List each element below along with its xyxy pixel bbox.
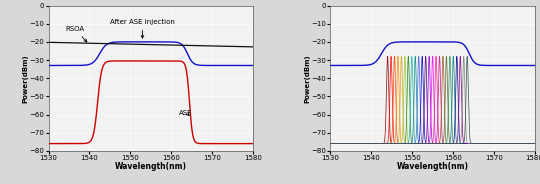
Text: RSOA: RSOA xyxy=(65,26,87,42)
Text: After ASE injection: After ASE injection xyxy=(110,19,175,38)
X-axis label: Wavelength(nm): Wavelength(nm) xyxy=(114,162,187,171)
X-axis label: Wavelength(nm): Wavelength(nm) xyxy=(396,162,469,171)
Text: ASE: ASE xyxy=(179,109,193,116)
Y-axis label: Power(dBm): Power(dBm) xyxy=(304,54,310,102)
Y-axis label: Power(dBm): Power(dBm) xyxy=(22,54,28,102)
